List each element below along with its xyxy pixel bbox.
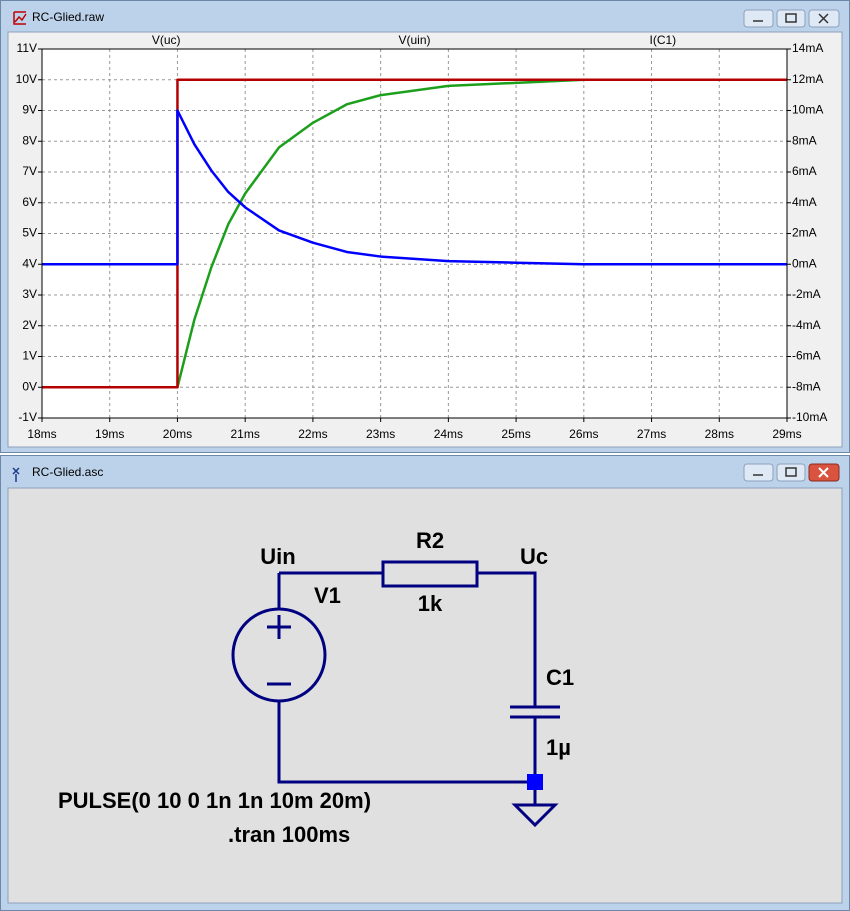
app-icon <box>12 467 20 482</box>
button-glyphs <box>753 467 797 477</box>
x-tick-label: 27ms <box>637 427 666 441</box>
x-tick-label: 28ms <box>705 427 734 441</box>
y-tick-label: 0V <box>22 379 37 393</box>
spice-directive: .tran 100ms <box>228 822 350 847</box>
legend-entry: V(uc) <box>152 33 181 47</box>
y2-tick-label: 12mA <box>792 72 823 86</box>
component-name: C1 <box>546 665 574 690</box>
y-tick-label: -1V <box>18 410 37 424</box>
y-tick-label: 3V <box>22 287 37 301</box>
maximize-button[interactable] <box>776 463 806 482</box>
source-value: PULSE(0 10 0 1n 1n 10m 20m) <box>58 788 371 813</box>
y2-tick-label: 6mA <box>792 164 817 178</box>
close-glyph <box>818 467 829 478</box>
app-icon <box>13 11 27 25</box>
window-title: RC-Glied.raw <box>32 10 104 24</box>
series-line <box>42 109 787 266</box>
resistor <box>381 560 479 588</box>
y2-tick-label: -2mA <box>792 287 821 301</box>
component-value: 1k <box>418 591 443 616</box>
y-tick-label: 2V <box>22 318 37 332</box>
legend-entry: I(C1) <box>649 33 676 47</box>
y2-tick-label: 8mA <box>792 133 817 147</box>
x-tick-label: 25ms <box>501 427 530 441</box>
y2-tick-label: -8mA <box>792 379 821 393</box>
legend-entry: V(uin) <box>398 33 430 47</box>
voltage-source <box>231 607 327 703</box>
x-tick-label: 23ms <box>366 427 395 441</box>
chart: 18ms 19ms 20ms 21ms 22ms 23ms 24ms 25ms 26ms 27ms… <box>16 33 828 441</box>
x-tick-label: 21ms <box>231 427 260 441</box>
y-tick-label: 11V <box>17 41 37 55</box>
schematic-wires <box>231 560 560 828</box>
y-tick-label: 5V <box>22 226 37 240</box>
component-name: R2 <box>416 528 444 553</box>
window-buttons[interactable] <box>743 9 840 28</box>
series-line <box>42 78 787 389</box>
x-tick-label: 24ms <box>434 427 463 441</box>
ground-node <box>527 774 543 790</box>
maximize-button[interactable] <box>776 9 806 28</box>
window-title: RC-Glied.asc <box>32 465 103 479</box>
y2-tick-label: 10mA <box>792 103 823 117</box>
x-tick-label: 29ms <box>772 427 801 441</box>
minimize-button[interactable] <box>743 463 774 482</box>
x-tick-label: 26ms <box>569 427 598 441</box>
y-tick-label: 10V <box>16 72 37 86</box>
y2-tick-label: -10mA <box>792 410 827 424</box>
y-tick-label: 9V <box>22 103 37 117</box>
y2-tick-label: -4mA <box>792 318 821 332</box>
net-label: Uc <box>520 544 548 569</box>
x-tick-label: 19ms <box>95 427 124 441</box>
capacitor <box>510 705 560 719</box>
wire <box>277 571 537 784</box>
y2-tick-label: 14mA <box>792 41 823 55</box>
button-glyphs <box>753 13 829 24</box>
minimize-button[interactable] <box>743 9 774 28</box>
y-tick-label: 1V <box>22 349 37 363</box>
y-tick-label: 4V <box>22 256 37 270</box>
y2-tick-label: 4mA <box>792 195 817 209</box>
plot-frame <box>41 48 788 419</box>
y-tick-label: 7V <box>22 164 37 178</box>
schematic-pane[interactable] <box>7 487 843 904</box>
ground <box>511 790 559 828</box>
x-tick-label: 20ms <box>163 427 192 441</box>
y-tick-label: 8V <box>22 133 37 147</box>
source-polarity <box>267 615 291 686</box>
net-label: Uin <box>260 544 295 569</box>
y2-tick-label: 2mA <box>792 226 817 240</box>
window-buttons[interactable] <box>743 463 840 482</box>
x-tick-label: 18ms <box>27 427 56 441</box>
y2-tick-label: -6mA <box>792 349 821 363</box>
y-tick-label: 6V <box>22 195 37 209</box>
component-name: V1 <box>314 583 341 608</box>
component-value: 1µ <box>546 735 571 760</box>
x-tick-label: 22ms <box>298 427 327 441</box>
y2-tick-label: 0mA <box>792 256 817 270</box>
